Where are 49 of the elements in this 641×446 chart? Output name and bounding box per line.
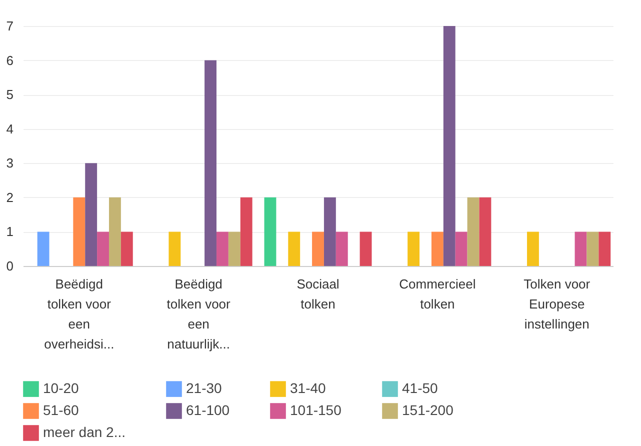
- bar: [312, 232, 324, 266]
- legend-label: 151-200: [402, 402, 454, 418]
- legend-label: meer dan 2...: [43, 424, 126, 440]
- bar: [455, 232, 468, 266]
- x-tick-label: Commercieel tolken: [399, 276, 476, 312]
- legend-label: 31-40: [290, 380, 326, 396]
- bar: [168, 232, 181, 266]
- bar: [586, 232, 599, 266]
- bar: [120, 232, 133, 266]
- x-tick-label: Beëdigd tolken voor een natuurlijk...: [166, 276, 232, 352]
- y-tick-label: 7: [6, 18, 14, 34]
- bar: [360, 232, 372, 266]
- bar: [228, 232, 240, 266]
- y-tick-label: 2: [6, 190, 14, 205]
- bar: [336, 232, 348, 266]
- legend-label: 21-30: [186, 380, 222, 396]
- x-tick-label: Beëdigd tolken voor een overheidsi...: [44, 276, 114, 352]
- y-tick-label: 6: [6, 52, 14, 68]
- bar: [85, 163, 98, 266]
- bar: [527, 232, 539, 266]
- x-tick-label: Sociaal tolken: [296, 276, 340, 312]
- bar: [288, 232, 300, 266]
- y-tick-label: 4: [6, 121, 14, 136]
- bar: [443, 26, 456, 266]
- bar: [73, 197, 86, 266]
- bar: [324, 197, 336, 266]
- legend-label: 51-60: [43, 402, 80, 418]
- y-tick-label: 1: [6, 224, 14, 240]
- bar: [431, 232, 444, 266]
- legend-label: 61-100: [186, 402, 230, 418]
- bar: [97, 232, 109, 266]
- bar: [216, 232, 228, 266]
- y-tick-label: 3: [6, 156, 14, 171]
- bar: [408, 232, 420, 266]
- bar: [598, 232, 611, 266]
- bar: [108, 197, 121, 266]
- y-tick-label: 5: [6, 87, 14, 102]
- bar: [479, 197, 492, 266]
- bar: [37, 232, 50, 266]
- bar: [574, 232, 587, 266]
- bar: [467, 197, 480, 266]
- legend-label: 41-50: [402, 380, 438, 396]
- legend-label: 101-150: [290, 402, 342, 418]
- bar: [204, 60, 216, 266]
- x-tick-label: Tolken voor Europese instellingen: [524, 276, 591, 332]
- y-tick-label: 0: [6, 258, 14, 274]
- bar: [240, 197, 252, 266]
- legend-label: 10-20: [43, 380, 80, 396]
- bar: [264, 197, 276, 266]
